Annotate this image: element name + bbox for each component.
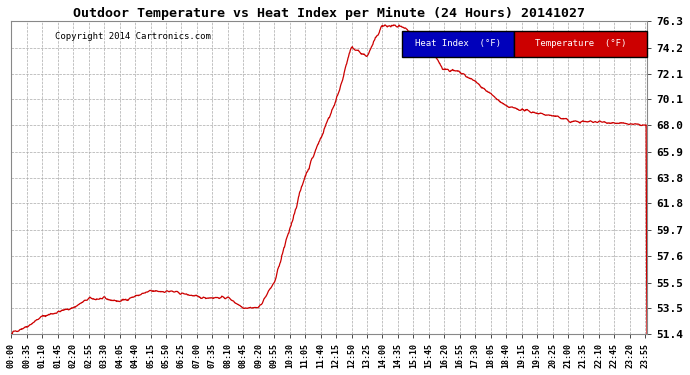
Text: Temperature  (°F): Temperature (°F) xyxy=(535,39,626,48)
Text: Copyright 2014 Cartronics.com: Copyright 2014 Cartronics.com xyxy=(55,32,211,41)
FancyBboxPatch shape xyxy=(513,31,647,57)
FancyBboxPatch shape xyxy=(402,31,513,57)
Text: Heat Index  (°F): Heat Index (°F) xyxy=(415,39,501,48)
Title: Outdoor Temperature vs Heat Index per Minute (24 Hours) 20141027: Outdoor Temperature vs Heat Index per Mi… xyxy=(73,7,585,20)
